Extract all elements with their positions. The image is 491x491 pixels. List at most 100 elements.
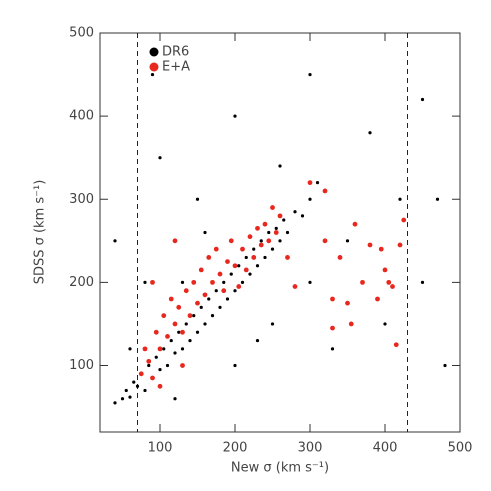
legend-marker — [149, 62, 159, 72]
point — [255, 225, 260, 231]
point — [173, 397, 177, 401]
point — [143, 280, 147, 284]
point — [172, 238, 178, 244]
point — [192, 314, 196, 318]
point — [308, 72, 312, 77]
point — [293, 210, 297, 214]
point — [195, 300, 200, 306]
point — [150, 375, 155, 381]
point — [143, 388, 147, 393]
point — [233, 114, 237, 118]
point — [348, 321, 354, 327]
point — [210, 279, 215, 285]
point — [180, 347, 185, 351]
point — [210, 314, 215, 318]
point — [128, 347, 132, 351]
point — [252, 247, 256, 251]
point — [367, 242, 373, 248]
point — [383, 322, 387, 326]
point — [248, 272, 252, 276]
x-tick-label: 100 — [148, 441, 173, 456]
point — [307, 180, 313, 186]
point — [158, 368, 162, 372]
point — [435, 197, 440, 201]
point — [282, 218, 286, 222]
point — [240, 246, 245, 252]
point — [177, 330, 181, 334]
point — [266, 238, 272, 244]
point — [243, 267, 249, 273]
point — [214, 289, 218, 293]
y-tick-label: 500 — [69, 26, 94, 41]
point — [157, 383, 163, 389]
point — [228, 238, 234, 244]
point — [397, 242, 403, 248]
legend-label: DR6 — [162, 45, 189, 60]
point — [229, 272, 233, 276]
point — [207, 297, 211, 301]
point — [300, 214, 305, 218]
point — [158, 156, 162, 160]
point — [360, 279, 365, 285]
point — [128, 395, 132, 399]
point — [195, 330, 200, 334]
point — [199, 305, 203, 309]
point — [203, 322, 207, 326]
point — [382, 267, 388, 273]
point — [315, 181, 320, 185]
point — [330, 325, 335, 331]
point — [285, 230, 290, 235]
point — [236, 284, 242, 289]
point — [308, 197, 312, 201]
point — [345, 239, 350, 243]
y-axis-label: SDSS σ (km s⁻¹) — [33, 180, 48, 285]
point — [191, 279, 197, 285]
point — [142, 346, 148, 352]
point — [277, 213, 283, 219]
point — [270, 205, 275, 210]
point — [262, 221, 268, 227]
point — [221, 288, 227, 294]
point — [132, 380, 136, 384]
point — [233, 289, 237, 293]
point — [157, 346, 163, 352]
point — [161, 313, 167, 319]
point — [180, 280, 185, 284]
point — [337, 255, 343, 260]
point — [180, 329, 185, 335]
point — [259, 239, 263, 243]
point — [225, 297, 230, 301]
x-tick-label: 200 — [223, 441, 248, 456]
point — [195, 197, 200, 201]
point — [345, 300, 350, 306]
point — [120, 397, 125, 401]
point — [386, 279, 392, 285]
point — [258, 242, 264, 248]
point — [292, 284, 298, 289]
point — [240, 280, 245, 284]
point — [203, 230, 207, 235]
y-tick-label: 100 — [69, 358, 94, 373]
point — [375, 296, 380, 302]
point — [113, 239, 117, 243]
point — [401, 217, 407, 223]
x-tick-label: 400 — [373, 441, 398, 456]
point — [150, 279, 155, 285]
point — [232, 263, 238, 269]
point — [153, 329, 159, 335]
point — [255, 338, 260, 343]
point — [135, 384, 140, 388]
legend-marker — [149, 47, 159, 57]
point — [244, 255, 248, 260]
point — [237, 264, 241, 268]
point — [308, 280, 312, 284]
point — [270, 322, 275, 326]
point — [251, 255, 257, 260]
point — [225, 259, 230, 264]
point — [162, 347, 166, 351]
point — [169, 338, 173, 343]
point — [217, 271, 223, 277]
point — [278, 164, 282, 168]
point — [330, 296, 335, 302]
